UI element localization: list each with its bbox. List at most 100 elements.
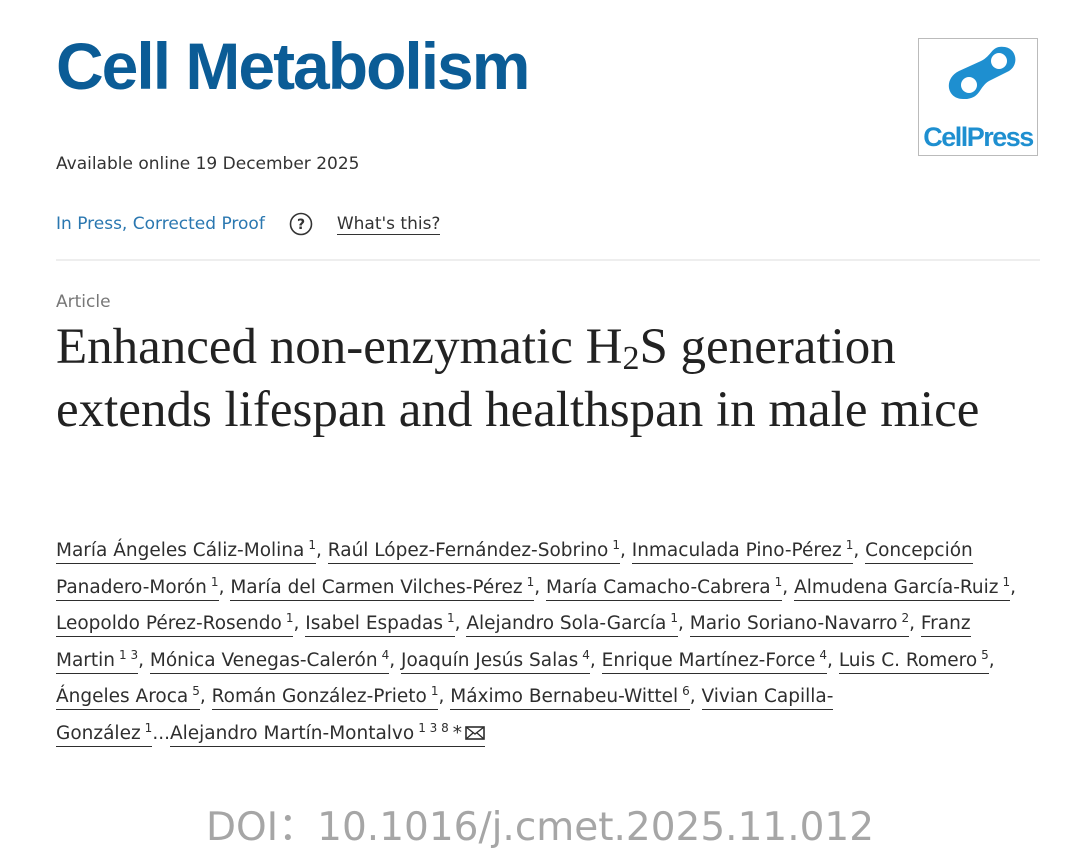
author[interactable]: Alejandro Sola-García 1	[466, 611, 678, 637]
author[interactable]: Mónica Venegas-Calerón 4	[149, 647, 390, 674]
author-entry: Raúl López-Fernández-Sobrino 1,	[327, 538, 632, 564]
title-subscript: 2	[622, 340, 640, 377]
divider	[56, 259, 1040, 261]
author-entry: Román González-Prieto 1,	[211, 684, 451, 710]
separator: ,	[454, 613, 461, 634]
author[interactable]: María del Carmen Vilches-Pérez 1	[230, 574, 535, 601]
affiliation: 2	[901, 611, 910, 625]
affiliation: 1	[446, 611, 455, 625]
affiliation: 5	[981, 647, 989, 662]
separator: ,	[827, 649, 833, 671]
author-name: María del Carmen Vilches-Pérez	[230, 576, 523, 598]
author[interactable]: Isabel Espadas 1	[305, 611, 455, 637]
author-entry: Leopoldo Pérez-Rosendo 1,	[56, 611, 305, 637]
author[interactable]: Alejandro Martín-Montalvo 1 3 8 *	[169, 720, 485, 747]
author-name: Leopoldo Pérez-Rosendo	[56, 613, 282, 634]
title-part: S generation extends lifespan and health…	[56, 319, 980, 438]
author-name: Mónica Venegas-Calerón	[149, 649, 378, 671]
author[interactable]: Enrique Martínez-Force 4	[601, 649, 828, 674]
affiliation: 1	[612, 538, 620, 552]
publisher-name: CellPress	[923, 122, 1034, 152]
help-link[interactable]: What's this?	[336, 213, 441, 235]
separator: ...	[152, 722, 170, 744]
separator: ,	[438, 686, 445, 707]
separator: ,	[619, 540, 626, 561]
author-name: Máximo Bernabeu-Wittel	[450, 686, 679, 707]
separator: ,	[689, 686, 696, 707]
author[interactable]: Máximo Bernabeu-Wittel 6	[450, 684, 690, 710]
affiliation: 1	[285, 611, 294, 625]
affiliation: 6	[682, 684, 690, 698]
author[interactable]: Ángeles Aroca 5	[56, 685, 200, 710]
author[interactable]: Román González-Prieto 1	[211, 684, 439, 710]
logo-icon	[948, 46, 1016, 99]
author-entry: Mario Soriano-Navarro 2,	[689, 611, 921, 637]
author[interactable]: Leopoldo Pérez-Rosendo 1	[56, 611, 294, 637]
separator: ,	[138, 649, 145, 671]
affiliation: 1	[210, 574, 219, 589]
author[interactable]: María Ángeles Cáliz-Molina 1	[56, 538, 316, 564]
author[interactable]: Inmaculada Pino-Pérez 1	[631, 538, 854, 564]
affiliation: 1	[774, 574, 783, 589]
author-entry: Inmaculada Pino-Pérez 1,	[631, 538, 865, 564]
author[interactable]: Joaquín Jesús Salas 4	[400, 647, 590, 674]
author[interactable]: Vivian Capilla-González 1	[56, 686, 834, 747]
author-name: Vivian Capilla-González	[56, 686, 834, 744]
affiliation: 1	[430, 684, 439, 698]
help-icon[interactable]: ?	[289, 212, 313, 236]
author[interactable]: Franz Martin 1 3	[56, 613, 971, 674]
affiliation: 1 3 8	[418, 720, 449, 735]
author-name: Joaquín Jesús Salas	[400, 649, 579, 671]
author-name: Enrique Martínez-Force	[601, 649, 816, 671]
email-icon[interactable]	[465, 725, 485, 740]
journal-name[interactable]: Cell Metabolism	[56, 29, 530, 103]
author[interactable]: Luis C. Romero 5	[838, 647, 989, 674]
author-name: Alejandro Sola-García	[466, 613, 667, 634]
affiliation: 1	[526, 574, 535, 589]
author[interactable]: Concepción Panadero-Morón 1	[56, 540, 973, 601]
separator: ,	[782, 576, 789, 598]
affiliation: 1	[144, 720, 153, 735]
affiliation: 1 3	[119, 647, 139, 662]
affiliation: 4	[381, 647, 390, 662]
author[interactable]: María Camacho-Cabrera 1	[546, 574, 783, 601]
affiliation: 1	[670, 611, 678, 625]
author-name: Ángeles Aroca	[56, 686, 189, 707]
author-entry: Mónica Venegas-Calerón 4,	[149, 647, 401, 674]
author-entry: María del Carmen Vilches-Pérez 1,	[230, 574, 546, 601]
title-part: Enhanced non-enzymatic H	[56, 319, 623, 375]
author-entry: Franz Martin 1 3,	[56, 613, 971, 674]
separator: ,	[316, 540, 322, 561]
author-entry: Vivian Capilla-González 1...	[56, 686, 834, 747]
separator: *	[452, 722, 462, 744]
separator: ,	[853, 540, 860, 561]
status-label[interactable]: In Press, Corrected Proof	[56, 214, 265, 234]
article-type: Article	[56, 292, 111, 312]
author-name: Inmaculada Pino-Pérez	[631, 540, 842, 561]
affiliation: 4	[582, 647, 590, 662]
publisher-logo[interactable]: CellPress	[918, 38, 1038, 156]
author[interactable]: Almudena García-Ruiz 1	[794, 576, 1011, 601]
separator: ,	[1010, 576, 1017, 598]
author[interactable]: Raúl López-Fernández-Sobrino 1	[327, 538, 620, 564]
author-name: Isabel Espadas	[305, 613, 443, 634]
author-list: María Ángeles Cáliz-Molina 1, Raúl López-…	[56, 533, 1016, 752]
author-entry: Luis C. Romero 5,	[838, 647, 995, 674]
separator: ,	[909, 613, 915, 634]
author-entry: Ángeles Aroca 5,	[56, 685, 212, 710]
doi: DOI：10.1016/j.cmet.2025.11.012	[205, 805, 875, 850]
author[interactable]: Mario Soriano-Navarro 2	[689, 611, 910, 637]
author-name: Almudena García-Ruiz	[794, 576, 999, 598]
author-name: Franz Martin	[56, 613, 971, 671]
author-entry: María Ángeles Cáliz-Molina 1,	[56, 538, 328, 564]
help-glyph: ?	[297, 217, 305, 233]
separator: ,	[293, 613, 300, 634]
separator: ,	[218, 576, 225, 598]
author-entry: Máximo Bernabeu-Wittel 6,	[450, 684, 701, 710]
author-name: María Ángeles Cáliz-Molina	[56, 540, 305, 561]
article-title: Enhanced non-enzymatic H2S generation ex…	[56, 316, 986, 442]
author-entry: Alejandro Martín-Montalvo 1 3 8 *	[169, 720, 485, 747]
affiliation: 1	[845, 538, 854, 552]
affiliation: 1	[308, 538, 316, 552]
